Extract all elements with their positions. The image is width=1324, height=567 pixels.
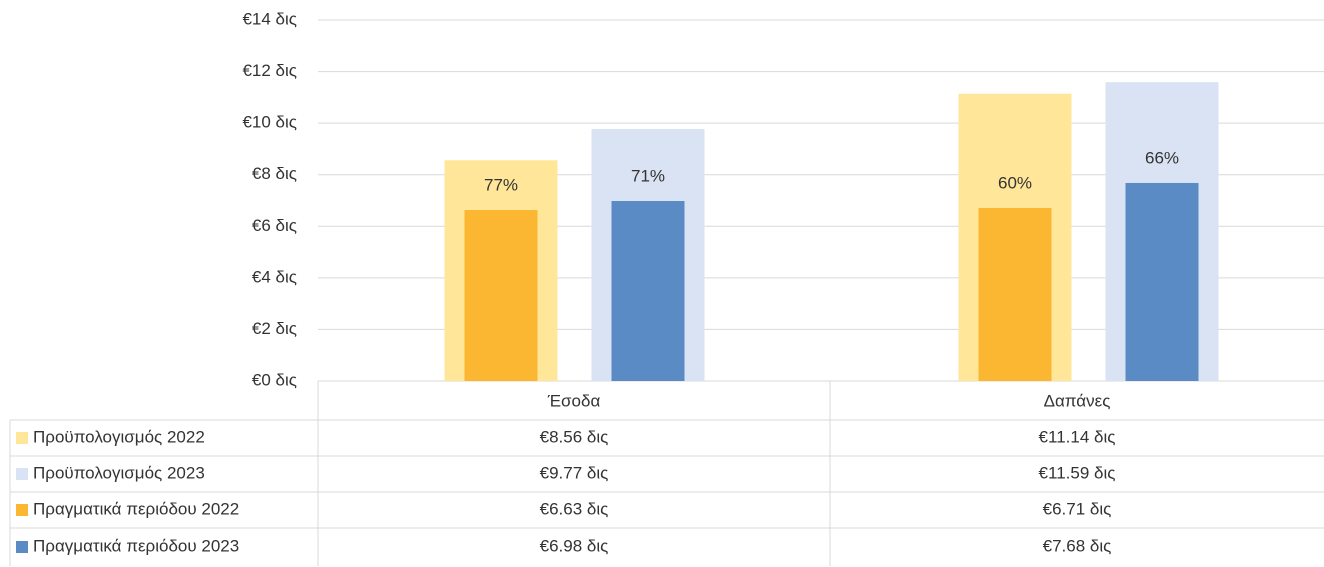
percent-label: 77%	[484, 176, 518, 195]
table-cell: €6.71 δις	[1043, 499, 1112, 518]
legend-label: Προϋπολογισμός 2022	[33, 427, 205, 446]
y-tick-label: €8 δις	[252, 164, 297, 183]
bar	[464, 210, 538, 381]
legend-swatch	[16, 504, 28, 516]
percent-label: 66%	[1145, 148, 1179, 167]
bar	[978, 207, 1052, 381]
y-tick-label: €14 δις	[242, 9, 297, 28]
bar	[611, 201, 685, 381]
table-cell: €6.63 δις	[540, 499, 609, 518]
percent-label: 71%	[631, 167, 665, 186]
y-tick-label: €10 δις	[242, 113, 297, 132]
y-tick-label: €0 δις	[252, 370, 297, 389]
y-tick-label: €4 δις	[252, 267, 297, 286]
y-tick-label: €6 δις	[252, 216, 297, 235]
legend-swatch	[16, 541, 28, 553]
percent-label: 60%	[998, 173, 1032, 192]
bar	[1125, 182, 1199, 381]
legend-label: Πραγματικά περιόδου 2022	[33, 499, 239, 518]
table-cell: €11.59 δις	[1039, 463, 1116, 482]
table-cell: €7.68 δις	[1043, 536, 1112, 555]
legend-label: Προϋπολογισμός 2023	[33, 463, 205, 482]
category-label: Δαπάνες	[1044, 391, 1111, 410]
table-cell: €11.14 δις	[1039, 427, 1116, 446]
y-tick-label: €2 δις	[252, 319, 297, 338]
legend-swatch	[16, 432, 28, 444]
table-cell: €9.77 δις	[540, 463, 609, 482]
legend-swatch	[16, 468, 28, 480]
category-label: Έσοδα	[547, 391, 601, 410]
legend-label: Πραγματικά περιόδου 2023	[33, 536, 239, 555]
table-cell: €8.56 δις	[540, 427, 609, 446]
y-tick-label: €12 δις	[242, 61, 297, 80]
table-cell: €6.98 δις	[540, 536, 609, 555]
